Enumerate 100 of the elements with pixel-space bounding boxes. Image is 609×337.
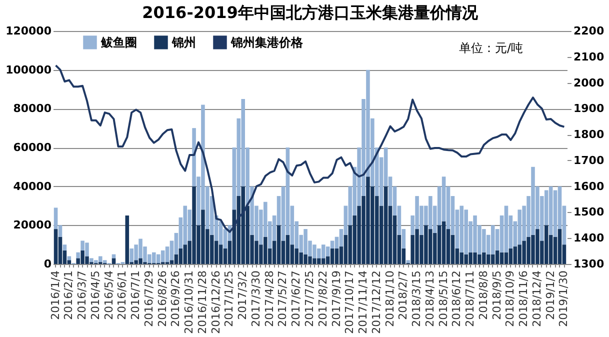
y-tick-label: 80000 bbox=[13, 102, 52, 116]
x-tick-label: 2017/7/25 bbox=[303, 270, 316, 327]
bar bbox=[500, 252, 504, 264]
y-tick-label: 100000 bbox=[6, 63, 52, 76]
x-tick-label: 2018/10/9 bbox=[504, 270, 517, 327]
x-tick-label: 2018/11/6 bbox=[517, 270, 530, 327]
bar bbox=[384, 186, 388, 264]
y2-tick-label: 1500 bbox=[574, 206, 604, 219]
bar bbox=[102, 260, 107, 264]
x-tick-label: 2018/9/5 bbox=[490, 270, 504, 320]
y2-tick-label: 1700 bbox=[574, 154, 604, 167]
bar bbox=[544, 225, 548, 264]
bar bbox=[490, 254, 495, 264]
x-tick-label: 2018/1/10 bbox=[383, 270, 396, 327]
bar bbox=[178, 248, 183, 264]
y2-tick-label: 1600 bbox=[574, 180, 604, 193]
y2-tick-label: 1900 bbox=[574, 102, 604, 116]
x-tick-label: 2017/4/28 bbox=[262, 270, 276, 327]
bar bbox=[98, 256, 102, 262]
x-tick-label: 2018/6/12 bbox=[450, 270, 464, 327]
x-tick-label: 2017/5/27 bbox=[276, 270, 290, 327]
bar bbox=[112, 258, 116, 264]
x-tick-label: 2016/2/1 bbox=[62, 270, 76, 320]
y2-tick-label: 1400 bbox=[574, 232, 604, 245]
x-tick-label: 2016/9/26 bbox=[169, 270, 182, 327]
bar bbox=[330, 248, 334, 264]
x-tick-label: 2018/4/13 bbox=[423, 270, 436, 327]
bar bbox=[495, 250, 500, 264]
y-tick-label: 40000 bbox=[13, 180, 52, 193]
x-tick-label: 2017/3/30 bbox=[249, 270, 262, 327]
bar bbox=[553, 190, 558, 237]
bar bbox=[490, 225, 495, 254]
x-tick-label: 2018/2/7 bbox=[396, 270, 410, 320]
x-tick-label: 2018/8/8 bbox=[476, 270, 490, 320]
bar bbox=[513, 246, 518, 264]
x-tick-label: 2016/8/26 bbox=[156, 270, 169, 327]
bar bbox=[183, 206, 188, 245]
x-tick-label: 2017/12/12 bbox=[370, 270, 383, 334]
x-tick-label: 2018/12/4 bbox=[530, 270, 544, 327]
bar bbox=[76, 252, 80, 258]
y2-tick-label: 1800 bbox=[574, 128, 604, 142]
bar bbox=[286, 234, 290, 264]
x-tick-label: 2016/5/4 bbox=[102, 270, 116, 320]
bar bbox=[156, 254, 160, 264]
x-tick-label: 2017/1/25 bbox=[222, 270, 236, 327]
x-tick-label: 2016/7/29 bbox=[142, 270, 156, 327]
legend-label: 锦州集港价格 bbox=[230, 35, 304, 50]
chart-title: 2016-2019年中国北方港口玉米集港量价情况 bbox=[142, 3, 479, 22]
x-tick-label: 2017/10/17 bbox=[343, 270, 356, 334]
y2-tick-label: 1300 bbox=[574, 258, 604, 270]
y-tick-label: 120000 bbox=[6, 24, 52, 38]
x-tick-label: 2017/8/22 bbox=[316, 270, 330, 327]
x-tick-label: 2016/11/28 bbox=[196, 270, 209, 334]
legend-label: 鲅鱼圈 bbox=[100, 35, 137, 50]
bar bbox=[160, 250, 165, 262]
x-tick-label: 2016/3/7 bbox=[76, 270, 89, 320]
bar bbox=[183, 244, 188, 264]
x-tick-label: 2017/9/19 bbox=[330, 270, 343, 327]
x-tick-label: 2017/11/14 bbox=[356, 270, 370, 334]
x-tick-label: 2017/3/2 bbox=[236, 270, 250, 320]
x-tick-label: 2016/1/4 bbox=[48, 270, 62, 320]
bar bbox=[62, 244, 67, 250]
bar bbox=[218, 244, 223, 264]
y2-tick-label: 2100 bbox=[574, 50, 604, 64]
bar bbox=[508, 248, 513, 264]
x-tick-label: 2019/1/30 bbox=[557, 270, 570, 327]
bar bbox=[504, 252, 508, 264]
x-tick-label: 2016/10/31 bbox=[182, 270, 196, 334]
y-tick-label: 0 bbox=[44, 258, 52, 270]
bar bbox=[437, 225, 442, 264]
y-tick-label: 20000 bbox=[13, 218, 52, 232]
legend-label: 锦州 bbox=[171, 35, 196, 50]
annotation: 单位：元/吨 bbox=[458, 41, 523, 55]
bar bbox=[406, 260, 410, 264]
bar bbox=[294, 248, 299, 264]
bar bbox=[321, 258, 326, 264]
x-tick-label: 2016/12/26 bbox=[209, 270, 222, 334]
x-tick-label: 2017/6/27 bbox=[290, 270, 303, 327]
y2-tick-label: 2200 bbox=[574, 24, 604, 38]
bar bbox=[54, 229, 58, 264]
bar bbox=[558, 229, 562, 264]
bar bbox=[518, 244, 522, 264]
bar bbox=[276, 225, 281, 264]
bar bbox=[442, 221, 446, 264]
x-tick-label: 2019/1/2 bbox=[544, 270, 557, 320]
bar bbox=[504, 206, 508, 252]
y-tick-label: 60000 bbox=[13, 141, 52, 154]
bar bbox=[518, 210, 522, 245]
bar bbox=[334, 248, 339, 264]
x-tick-label: 2018/3/15 bbox=[410, 270, 424, 327]
x-tick-label: 2016/7/1 bbox=[129, 270, 142, 320]
bar bbox=[321, 244, 326, 258]
x-tick-label: 2018/7/11 bbox=[464, 270, 477, 327]
bar bbox=[125, 215, 130, 264]
bar bbox=[67, 256, 72, 260]
x-tick-label: 2016/6/1 bbox=[116, 270, 129, 320]
x-tick-label: 2018/5/15 bbox=[436, 270, 450, 327]
bar bbox=[460, 206, 464, 252]
x-tick-label: 2016/4/5 bbox=[88, 270, 102, 320]
bar bbox=[548, 186, 553, 235]
